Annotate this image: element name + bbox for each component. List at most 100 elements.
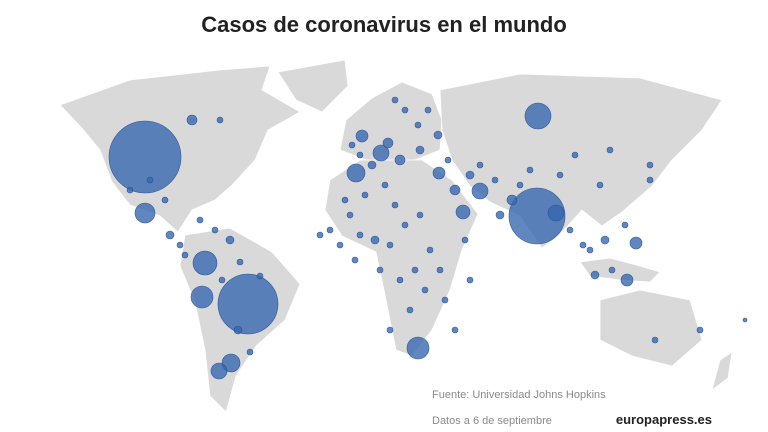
case-bubble <box>600 235 610 245</box>
case-bubble <box>394 154 406 166</box>
case-bubble <box>526 166 534 174</box>
case-bubble <box>181 251 189 259</box>
case-bubble <box>586 246 594 254</box>
case-bubble <box>391 201 399 209</box>
case-bubble <box>596 181 604 189</box>
case-bubble <box>742 317 748 323</box>
case-bubble <box>341 196 349 204</box>
case-bubble <box>146 176 154 184</box>
case-bubble <box>608 266 616 274</box>
source: Fuente: Universidad Johns Hopkins <box>432 389 606 401</box>
case-bubble <box>620 273 634 287</box>
case-bubble <box>506 194 518 206</box>
case-bubble <box>108 120 182 194</box>
case-bubble <box>367 160 377 170</box>
case-bubble <box>571 151 579 159</box>
case-bubble <box>461 236 469 244</box>
case-bubble <box>406 306 414 314</box>
case-bubble <box>401 106 409 114</box>
case-bubble <box>176 241 184 249</box>
case-bubbles <box>108 96 748 380</box>
case-bubble <box>126 186 134 194</box>
case-bubble <box>381 181 389 189</box>
case-bubble <box>256 272 264 280</box>
case-bubble <box>356 151 364 159</box>
case-bubble <box>426 246 434 254</box>
case-bubble <box>629 236 643 250</box>
case-bubble <box>161 196 169 204</box>
case-bubble <box>401 221 409 229</box>
case-bubble <box>444 156 452 164</box>
europe <box>339 81 443 163</box>
case-bubble <box>465 170 475 180</box>
case-bubble <box>210 362 228 380</box>
case-bubble <box>696 326 704 334</box>
case-bubble <box>621 221 629 229</box>
case-bubble <box>370 235 380 245</box>
case-bubble <box>386 241 394 249</box>
case-bubble <box>424 106 432 114</box>
logo: europapress.es <box>616 412 712 427</box>
case-bubble <box>361 191 369 199</box>
case-bubble <box>606 146 614 154</box>
case-bubble <box>217 273 279 335</box>
title: Casos de coronavirus en el mundo <box>201 12 567 37</box>
case-bubble <box>376 266 384 274</box>
case-bubble <box>356 231 364 239</box>
case-bubble <box>192 250 218 276</box>
case-bubble <box>382 137 394 149</box>
case-bubble <box>225 235 235 245</box>
case-bubble <box>196 216 204 224</box>
case-bubble <box>218 276 226 284</box>
case-bubble <box>441 296 449 304</box>
case-bubble <box>421 286 429 294</box>
case-bubble <box>433 130 443 140</box>
date-note: Datos a 6 de septiembre <box>432 415 552 427</box>
indonesia <box>579 257 661 283</box>
case-bubble <box>351 256 359 264</box>
case-bubble <box>646 176 654 184</box>
case-bubble <box>190 285 214 309</box>
case-bubble <box>579 241 587 249</box>
case-bubble <box>516 181 524 189</box>
case-bubble <box>416 211 424 219</box>
case-bubble <box>466 276 474 284</box>
case-bubble <box>211 226 219 234</box>
case-bubble <box>524 102 552 130</box>
case-bubble <box>246 348 254 356</box>
case-bubble <box>451 326 459 334</box>
case-bubble <box>396 276 404 284</box>
asia <box>439 73 723 249</box>
case-bubble <box>346 163 366 183</box>
africa <box>324 159 479 357</box>
case-bubble <box>651 336 659 344</box>
new-zealand <box>711 351 733 392</box>
case-bubble <box>449 184 461 196</box>
case-bubble <box>186 114 198 126</box>
case-bubble <box>233 325 243 335</box>
case-bubble <box>411 266 419 274</box>
case-bubble <box>165 230 175 240</box>
case-bubble <box>391 96 399 104</box>
case-bubble <box>406 336 430 360</box>
case-bubble <box>236 258 244 266</box>
case-bubble <box>495 210 505 220</box>
greenland <box>277 59 349 113</box>
case-bubble <box>348 141 356 149</box>
case-bubble <box>556 171 564 179</box>
case-bubble <box>346 211 354 219</box>
case-bubble <box>316 231 324 239</box>
case-bubble <box>432 166 446 180</box>
case-bubble <box>216 116 224 124</box>
world-map <box>59 59 733 413</box>
case-bubble <box>336 241 344 249</box>
case-bubble <box>326 226 334 234</box>
case-bubble <box>436 266 444 274</box>
case-bubble <box>566 226 574 234</box>
case-bubble <box>491 176 499 184</box>
case-bubble <box>415 145 425 155</box>
case-bubble <box>590 270 600 280</box>
case-bubble <box>386 326 394 334</box>
case-bubble <box>414 121 422 129</box>
